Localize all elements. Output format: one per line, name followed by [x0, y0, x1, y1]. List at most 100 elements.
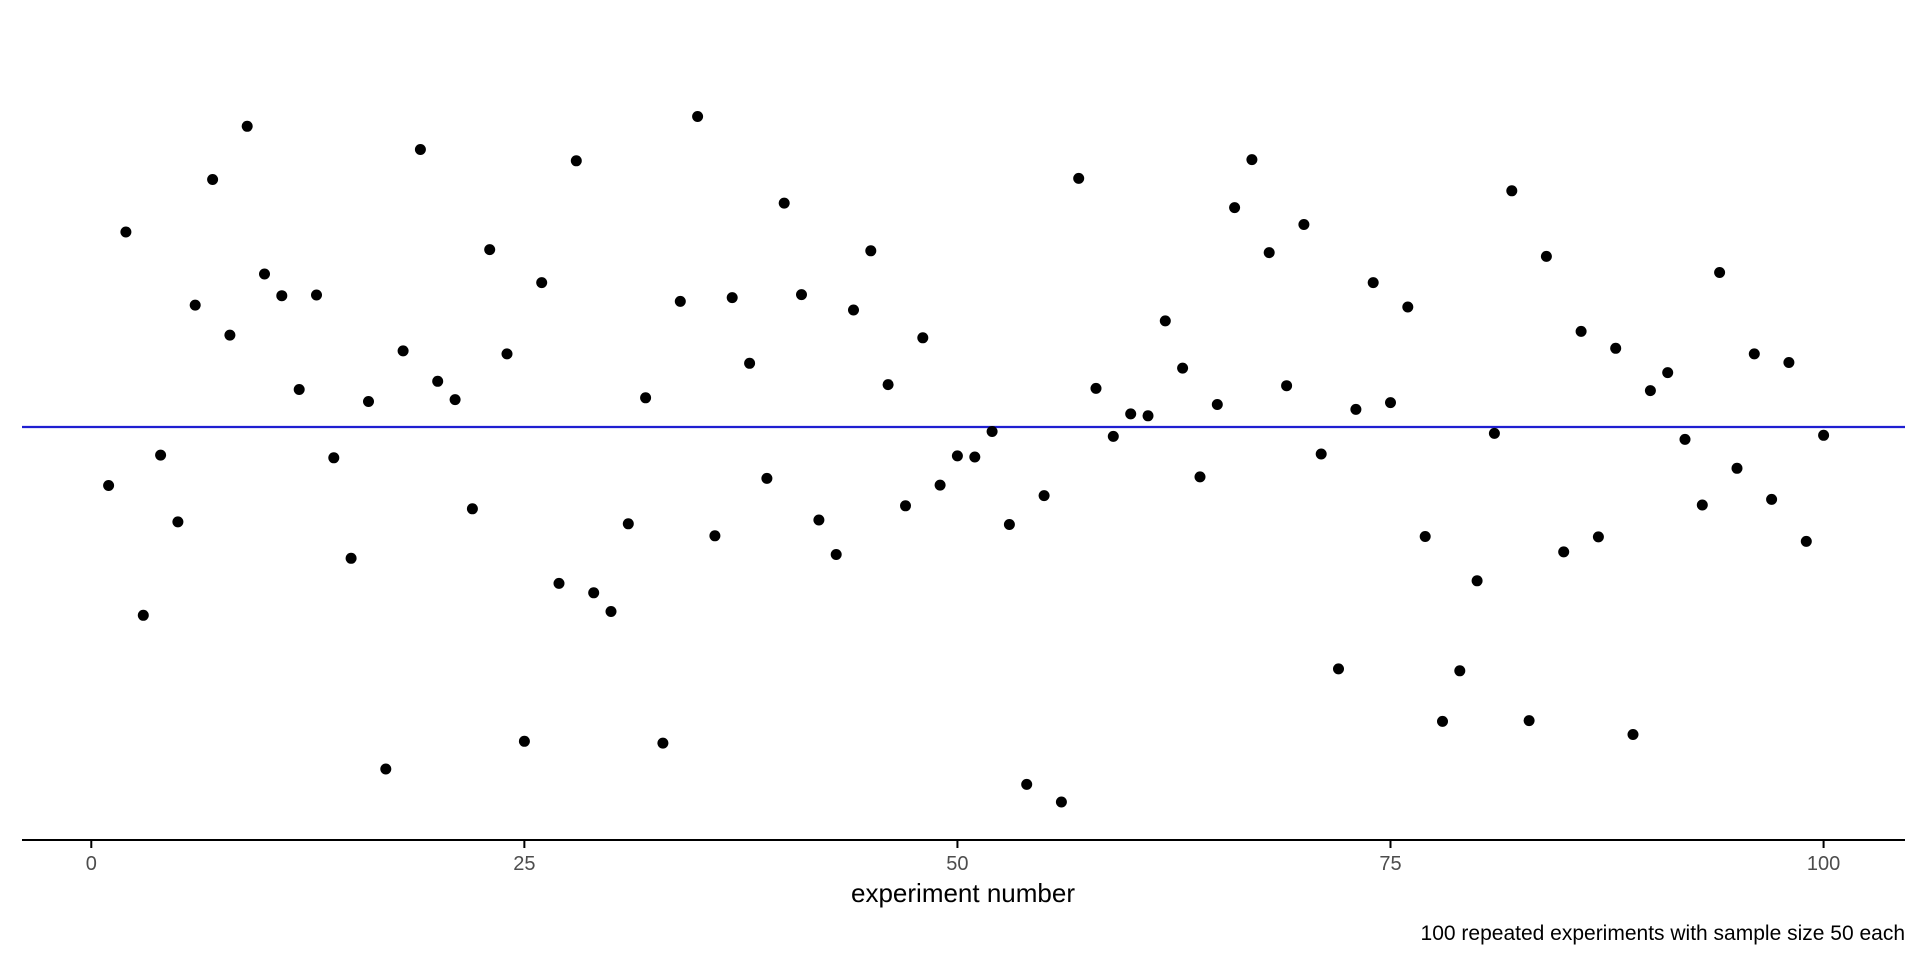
data-point-88 [1610, 342, 1622, 354]
data-point-41 [796, 289, 807, 301]
data-point-47 [900, 500, 911, 512]
data-point-18 [397, 345, 409, 357]
data-point-95 [1731, 462, 1743, 474]
data-point-100 [1818, 429, 1830, 441]
data-point-62 [1159, 315, 1171, 327]
x-tick-label-75: 75 [1379, 853, 1401, 875]
data-point-44 [848, 304, 859, 316]
data-point-93 [1696, 499, 1708, 511]
data-point-9 [241, 120, 253, 132]
data-point-12 [293, 384, 305, 395]
data-point-58 [1090, 382, 1102, 394]
data-point-15 [345, 552, 357, 564]
data-point-85 [1558, 546, 1570, 558]
data-point-16 [363, 396, 374, 407]
data-point-80 [1471, 575, 1483, 587]
data-point-19 [414, 144, 426, 155]
data-point-87 [1592, 531, 1604, 543]
data-point-33 [657, 737, 669, 749]
chart-caption: 100 repeated experiments with sample siz… [1421, 922, 1905, 945]
x-tick-label-50: 50 [946, 853, 968, 875]
data-point-17 [380, 763, 392, 775]
data-point-97 [1766, 493, 1778, 505]
data-point-53 [1003, 519, 1015, 530]
data-point-71 [1315, 448, 1327, 460]
data-point-3 [137, 609, 149, 621]
data-point-73 [1350, 403, 1362, 415]
data-point-6 [189, 299, 201, 311]
data-point-82 [1506, 185, 1518, 197]
data-point-65 [1211, 399, 1223, 410]
data-point-51 [969, 451, 981, 463]
data-point-91 [1662, 367, 1674, 379]
data-point-92 [1679, 433, 1691, 445]
data-point-54 [1021, 778, 1033, 790]
data-point-84 [1540, 250, 1552, 262]
data-point-59 [1107, 430, 1119, 442]
data-point-31 [622, 518, 634, 530]
x-tick-label-100: 100 [1807, 853, 1840, 875]
data-point-39 [761, 472, 773, 484]
points-layer [103, 111, 1830, 808]
data-point-64 [1194, 471, 1206, 483]
data-point-30 [605, 606, 617, 617]
data-point-48 [917, 332, 929, 344]
x-tick-label-25: 25 [513, 853, 535, 875]
data-point-90 [1644, 385, 1656, 397]
data-point-57 [1073, 172, 1085, 184]
data-point-28 [570, 155, 582, 167]
data-point-68 [1263, 247, 1275, 259]
data-point-94 [1714, 267, 1726, 278]
data-point-34 [674, 295, 686, 307]
data-point-21 [449, 394, 461, 406]
data-point-86 [1575, 325, 1587, 337]
data-point-13 [311, 289, 322, 301]
data-point-8 [224, 329, 236, 341]
data-point-63 [1177, 362, 1189, 374]
data-point-81 [1488, 427, 1500, 439]
data-point-20 [432, 375, 444, 387]
data-point-83 [1523, 715, 1535, 727]
data-point-25 [518, 735, 530, 747]
x-axis-title: experiment number [851, 878, 1075, 908]
data-point-32 [640, 392, 652, 404]
x-ticks: 0 25 50 75 100 [86, 840, 1840, 875]
data-point-4 [155, 449, 167, 461]
data-point-11 [276, 290, 288, 302]
data-point-60 [1125, 408, 1137, 420]
data-point-98 [1783, 357, 1795, 368]
data-point-52 [986, 426, 998, 437]
data-point-46 [882, 379, 894, 391]
data-point-50 [951, 450, 963, 462]
data-point-10 [259, 268, 270, 280]
data-point-40 [778, 197, 790, 209]
data-point-26 [536, 277, 548, 289]
data-point-55 [1038, 490, 1050, 502]
data-point-99 [1800, 535, 1812, 547]
data-point-35 [692, 111, 704, 122]
data-point-43 [830, 549, 842, 560]
data-point-66 [1229, 202, 1241, 214]
data-point-56 [1055, 796, 1067, 808]
data-point-38 [744, 357, 756, 369]
data-point-69 [1281, 380, 1293, 392]
data-point-23 [484, 244, 496, 256]
data-point-27 [553, 577, 565, 589]
data-point-77 [1419, 531, 1431, 542]
data-point-72 [1333, 663, 1344, 675]
data-point-45 [865, 245, 877, 257]
data-point-79 [1454, 665, 1466, 677]
data-point-24 [501, 348, 513, 360]
data-point-70 [1298, 219, 1310, 230]
data-point-5 [172, 516, 184, 528]
data-point-14 [328, 452, 340, 464]
data-point-74 [1367, 277, 1379, 289]
data-point-42 [813, 514, 825, 526]
data-point-37 [726, 292, 738, 304]
data-point-96 [1748, 348, 1760, 360]
data-point-61 [1142, 410, 1154, 422]
data-point-22 [466, 503, 478, 515]
data-point-89 [1627, 729, 1639, 740]
data-point-36 [709, 530, 721, 542]
